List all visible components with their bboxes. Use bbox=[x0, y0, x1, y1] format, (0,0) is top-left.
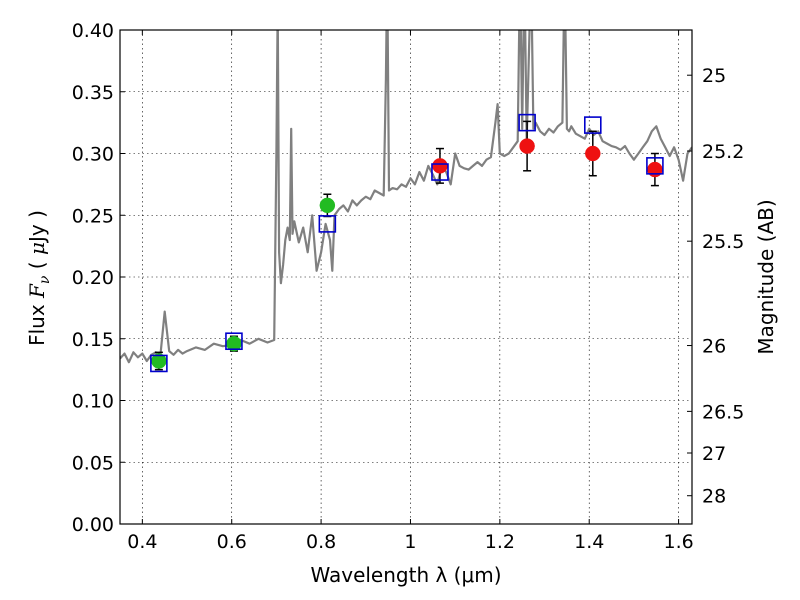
mag-tick-label: 26 bbox=[702, 336, 726, 358]
y-tick-label: 0.40 bbox=[72, 20, 114, 42]
y-axis-title-part: ν bbox=[37, 275, 53, 284]
y-tick-label: 0.00 bbox=[72, 514, 114, 536]
y-axis-title: Flux Fν ( μJy ) bbox=[25, 210, 53, 346]
y-tick-label: 0.05 bbox=[72, 452, 114, 474]
y-axis-title-part: Jy ) bbox=[25, 210, 49, 244]
x-tick-label: 1.2 bbox=[485, 531, 515, 553]
mag-tick-label: 25.2 bbox=[702, 141, 744, 163]
y-axis-title-part: μ bbox=[25, 242, 49, 255]
x-tick-label: 1 bbox=[404, 531, 416, 553]
mag-tick-label: 25 bbox=[702, 65, 726, 87]
data-point-square bbox=[150, 354, 168, 373]
mag-tick-label: 25.5 bbox=[702, 231, 744, 253]
data-point-circle bbox=[432, 158, 448, 174]
x-axis-title: Wavelength λ (μm) bbox=[310, 563, 501, 587]
mag-tick-label: 26.5 bbox=[702, 401, 744, 423]
y-axis-title-part: ( bbox=[25, 255, 49, 276]
x-tick-label: 0.4 bbox=[127, 531, 157, 553]
y2-axis-title: Magnitude (AB) bbox=[754, 199, 778, 354]
data-point-circle bbox=[647, 161, 663, 178]
y-tick-label: 0.10 bbox=[72, 391, 114, 413]
data-point-circle bbox=[319, 197, 336, 214]
data-point-circle bbox=[585, 145, 601, 162]
y-axis-title-part: F bbox=[25, 283, 49, 299]
ticks bbox=[120, 29, 692, 525]
x-tick-label: 1.4 bbox=[574, 531, 604, 553]
y-axis-title-part: Flux bbox=[25, 298, 49, 346]
mag-tick-label: 27 bbox=[702, 443, 726, 465]
tick-labels: 0.4 0.6 0.8 1 1.2 1.4 1.6 0.00 0.05 0.10 0.15 0.20 0… bbox=[72, 20, 745, 553]
data-point-square bbox=[431, 163, 449, 181]
y-tick-label: 0.35 bbox=[72, 82, 114, 104]
y-tick-label: 0.25 bbox=[72, 205, 114, 227]
x-tick-label: 0.8 bbox=[306, 531, 336, 553]
data-point-square bbox=[583, 116, 602, 134]
data-markers bbox=[150, 113, 664, 373]
x-tick-label: 0.6 bbox=[217, 531, 247, 553]
mag-tick-label: 28 bbox=[702, 486, 726, 508]
data-point-square bbox=[225, 332, 243, 351]
y-tick-label: 0.15 bbox=[72, 329, 114, 351]
data-point-square bbox=[318, 215, 337, 233]
data-point-square bbox=[646, 157, 664, 175]
data-point-circle bbox=[519, 138, 535, 154]
x-tick-label: 1.6 bbox=[663, 531, 693, 553]
y-tick-label: 0.20 bbox=[72, 267, 114, 289]
y-tick-label: 0.30 bbox=[72, 144, 114, 166]
data-point-square bbox=[518, 113, 536, 132]
